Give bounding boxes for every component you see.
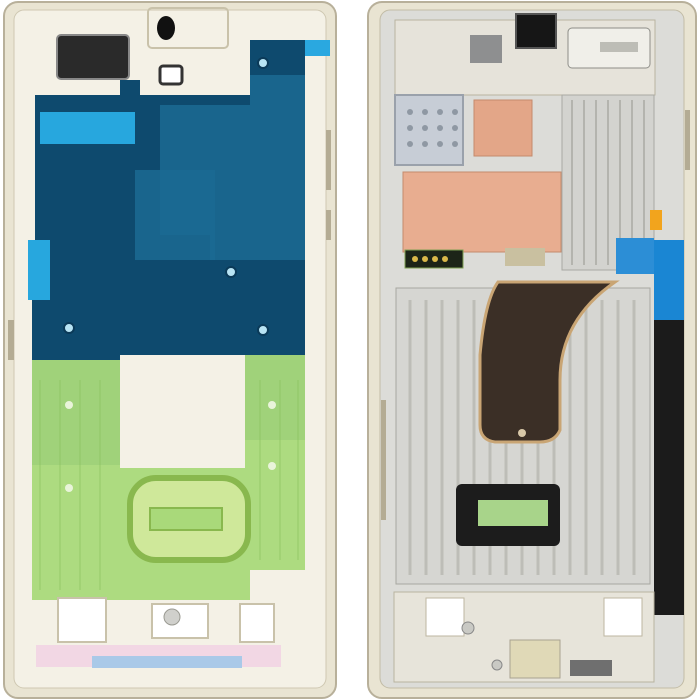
- bottom-screw: [491, 659, 503, 671]
- camera-bracket: [470, 35, 502, 63]
- shield-hole: [225, 266, 237, 278]
- usb-port-bracket: [509, 639, 561, 679]
- bottom-cutout-right: [603, 597, 643, 637]
- green-film-texture: [39, 380, 299, 590]
- shield-hole: [257, 57, 269, 69]
- black-side-tape: [654, 320, 684, 615]
- side-key: [326, 210, 331, 240]
- bottom-screw: [461, 621, 475, 635]
- film-hole: [268, 462, 276, 470]
- front-camera-notch-icon: [157, 16, 175, 40]
- blue-tape-left-2: [28, 240, 50, 300]
- back-view: [367, 1, 697, 699]
- top-bracket: [147, 7, 229, 49]
- bottom-cutout-left: [425, 597, 465, 637]
- shield-perforations: [407, 109, 458, 147]
- flex-connector-pins: [412, 256, 448, 262]
- blue-strip: [92, 656, 242, 668]
- ribbed-lines: [571, 100, 645, 265]
- small-camera-window: [158, 64, 184, 86]
- bottom-cutout-left: [57, 597, 107, 643]
- film-hole: [65, 484, 73, 492]
- earpiece-grille-icon: [56, 34, 130, 80]
- side-key: [326, 130, 331, 190]
- flex-bar: [505, 248, 545, 266]
- shield-slot: [600, 42, 638, 52]
- side-key: [381, 400, 386, 520]
- shield-hole: [257, 324, 269, 336]
- coil-center: [149, 507, 223, 531]
- green-pad-center: [478, 500, 548, 526]
- camera-module-black: [515, 13, 557, 49]
- perforated-shield: [394, 94, 464, 166]
- speaker-bracket: [570, 660, 612, 676]
- film-hole: [268, 401, 276, 409]
- blue-connector: [616, 238, 654, 274]
- graphite-hole: [518, 429, 526, 437]
- orange-tab: [650, 210, 662, 230]
- shield-cyan-panel-2: [135, 170, 215, 260]
- copper-pad-small: [473, 99, 533, 157]
- blue-side-tape: [654, 240, 684, 320]
- film-hole: [65, 401, 73, 409]
- bottom-cutout-mid: [151, 603, 209, 639]
- front-view: [3, 1, 337, 699]
- blue-tape-left: [40, 112, 135, 144]
- side-key: [8, 320, 14, 360]
- graphite-sheet: [478, 280, 620, 444]
- side-key: [685, 110, 690, 170]
- bottom-cutout-right: [239, 603, 275, 643]
- shield-hole: [63, 322, 75, 334]
- bottom-hole: [163, 608, 181, 626]
- copper-pad-large: [402, 171, 562, 253]
